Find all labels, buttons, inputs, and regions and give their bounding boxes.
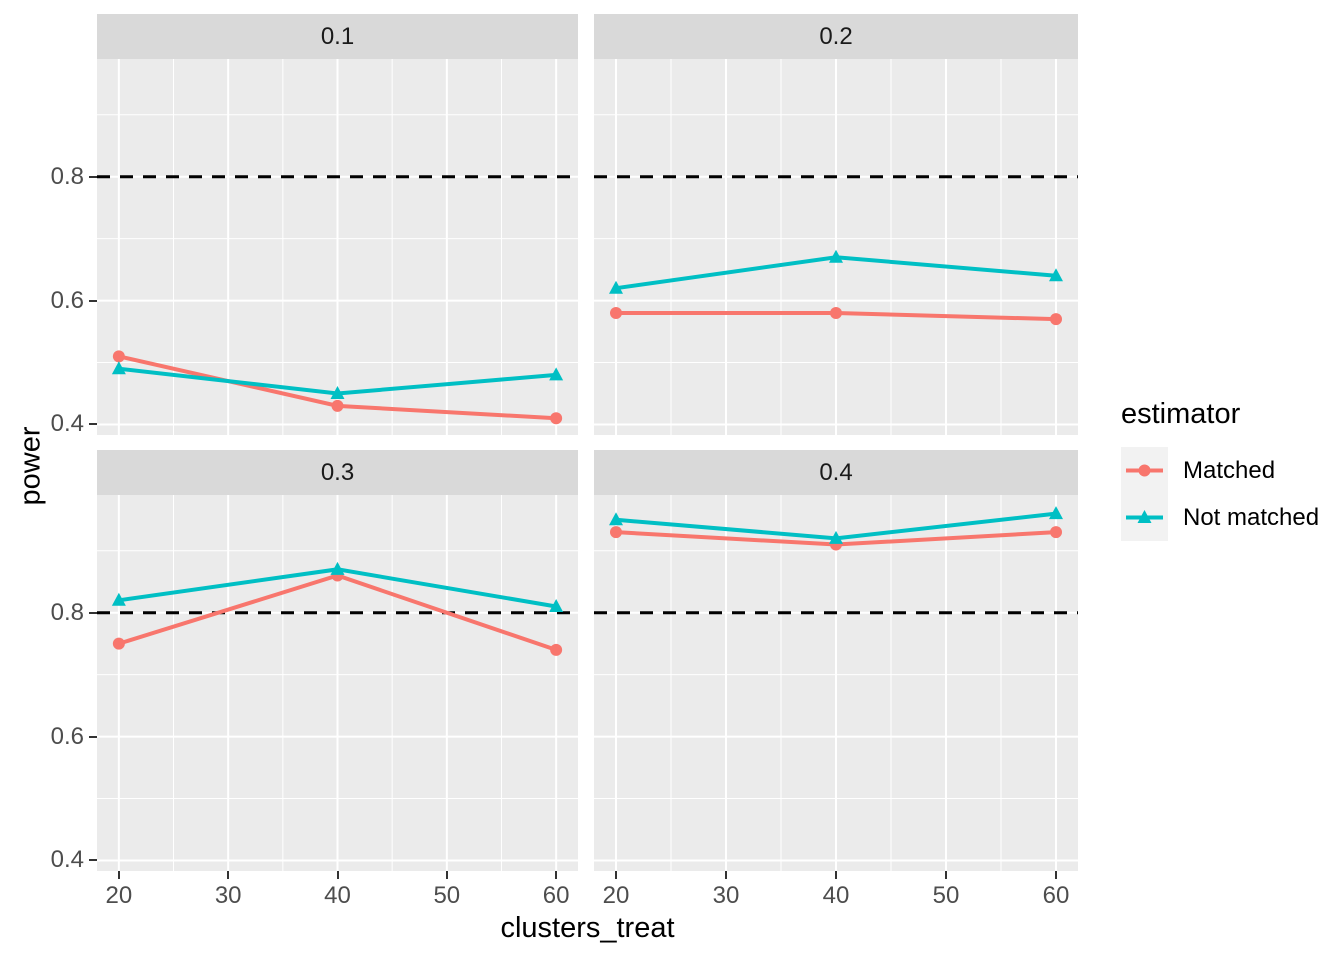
y-tick-mark	[89, 735, 97, 738]
facet-panel	[97, 495, 578, 871]
data-point-circle	[610, 526, 622, 539]
not-matched-series-key-icon	[1121, 494, 1168, 541]
data-point-triangle	[549, 598, 564, 612]
x-tick-mark	[945, 871, 947, 879]
facet-strip: 0.1	[97, 14, 578, 59]
facet-strip-label: 0.4	[819, 458, 853, 486]
x-tick-label: 20	[602, 882, 630, 909]
legend-key-circle	[1138, 464, 1151, 477]
y-tick-label: 0.8	[50, 598, 84, 626]
data-point-circle	[550, 412, 563, 425]
data-point-triangle	[111, 361, 126, 375]
facet-strip-label: 0.1	[320, 22, 355, 50]
y-tick-label: 0.6	[50, 286, 84, 314]
x-tick-mark	[835, 871, 837, 879]
facet-strip: 0.4	[594, 450, 1078, 495]
x-tick-label: 30	[214, 882, 242, 909]
y-tick-label: 0.4	[50, 410, 84, 438]
y-tick-label: 0.4	[50, 846, 84, 874]
legend-item-label: Matched	[1183, 456, 1276, 484]
x-axis-title: clusters_treat	[500, 912, 675, 944]
data-point-triangle	[1049, 506, 1063, 520]
matched-series-key-icon	[1121, 447, 1168, 494]
data-point-triangle	[829, 249, 843, 263]
y-tick-label: 0.6	[50, 722, 84, 750]
x-tick-label: 20	[105, 882, 133, 909]
y-tick-label: 0.8	[50, 162, 84, 190]
data-point-circle	[550, 643, 563, 656]
x-tick-label: 40	[324, 882, 351, 909]
x-tick-mark	[615, 871, 617, 879]
legend-key-triangle	[1137, 510, 1152, 523]
facet-strip: 0.2	[594, 14, 1078, 59]
x-tick-mark	[227, 871, 230, 879]
legend-item: Not matched	[1121, 494, 1319, 541]
data-point-circle	[112, 637, 125, 650]
data-point-circle	[830, 306, 842, 319]
data-point-triangle	[330, 561, 345, 575]
data-point-triangle	[111, 592, 126, 606]
y-tick-mark	[89, 611, 97, 614]
y-tick-mark	[89, 299, 97, 302]
facet-strip-label: 0.3	[320, 458, 355, 486]
x-tick-label: 50	[932, 882, 960, 909]
facet-strip-label: 0.2	[819, 22, 853, 50]
x-tick-label: 40	[822, 882, 850, 909]
data-point-circle	[331, 399, 344, 412]
x-tick-mark	[117, 871, 120, 879]
y-tick-mark	[89, 175, 97, 178]
facet-panel	[97, 59, 578, 435]
facet-strip: 0.3	[97, 450, 578, 495]
y-axis-title: power	[14, 426, 47, 506]
data-point-triangle	[1049, 268, 1063, 282]
major-gridlines	[97, 59, 578, 435]
data-point-circle	[610, 306, 622, 319]
facet-panel	[594, 59, 1078, 435]
data-point-circle	[112, 350, 125, 363]
data-point-triangle	[609, 512, 623, 526]
x-tick-label: 60	[1042, 882, 1070, 909]
x-tick-label: 50	[433, 882, 461, 909]
x-tick-mark	[445, 871, 448, 879]
x-tick-mark	[1055, 871, 1057, 879]
x-tick-mark	[555, 871, 558, 879]
data-point-triangle	[330, 385, 345, 399]
data-point-circle	[1050, 526, 1062, 539]
x-tick-label: 30	[712, 882, 740, 909]
y-tick-mark	[89, 859, 97, 862]
x-tick-label: 60	[542, 882, 570, 909]
legend-title: estimator	[1121, 398, 1241, 430]
facet-panel	[594, 495, 1078, 871]
legend-item: Matched	[1121, 447, 1319, 494]
legend: estimator Matched Not matched	[1121, 398, 1319, 541]
legend-item-label: Not matched	[1183, 503, 1320, 531]
data-point-triangle	[549, 367, 564, 381]
data-point-triangle	[829, 530, 843, 544]
data-point-circle	[1050, 313, 1062, 326]
x-tick-mark	[725, 871, 727, 879]
x-tick-mark	[336, 871, 339, 879]
y-tick-mark	[89, 423, 97, 426]
data-point-triangle	[609, 280, 623, 294]
